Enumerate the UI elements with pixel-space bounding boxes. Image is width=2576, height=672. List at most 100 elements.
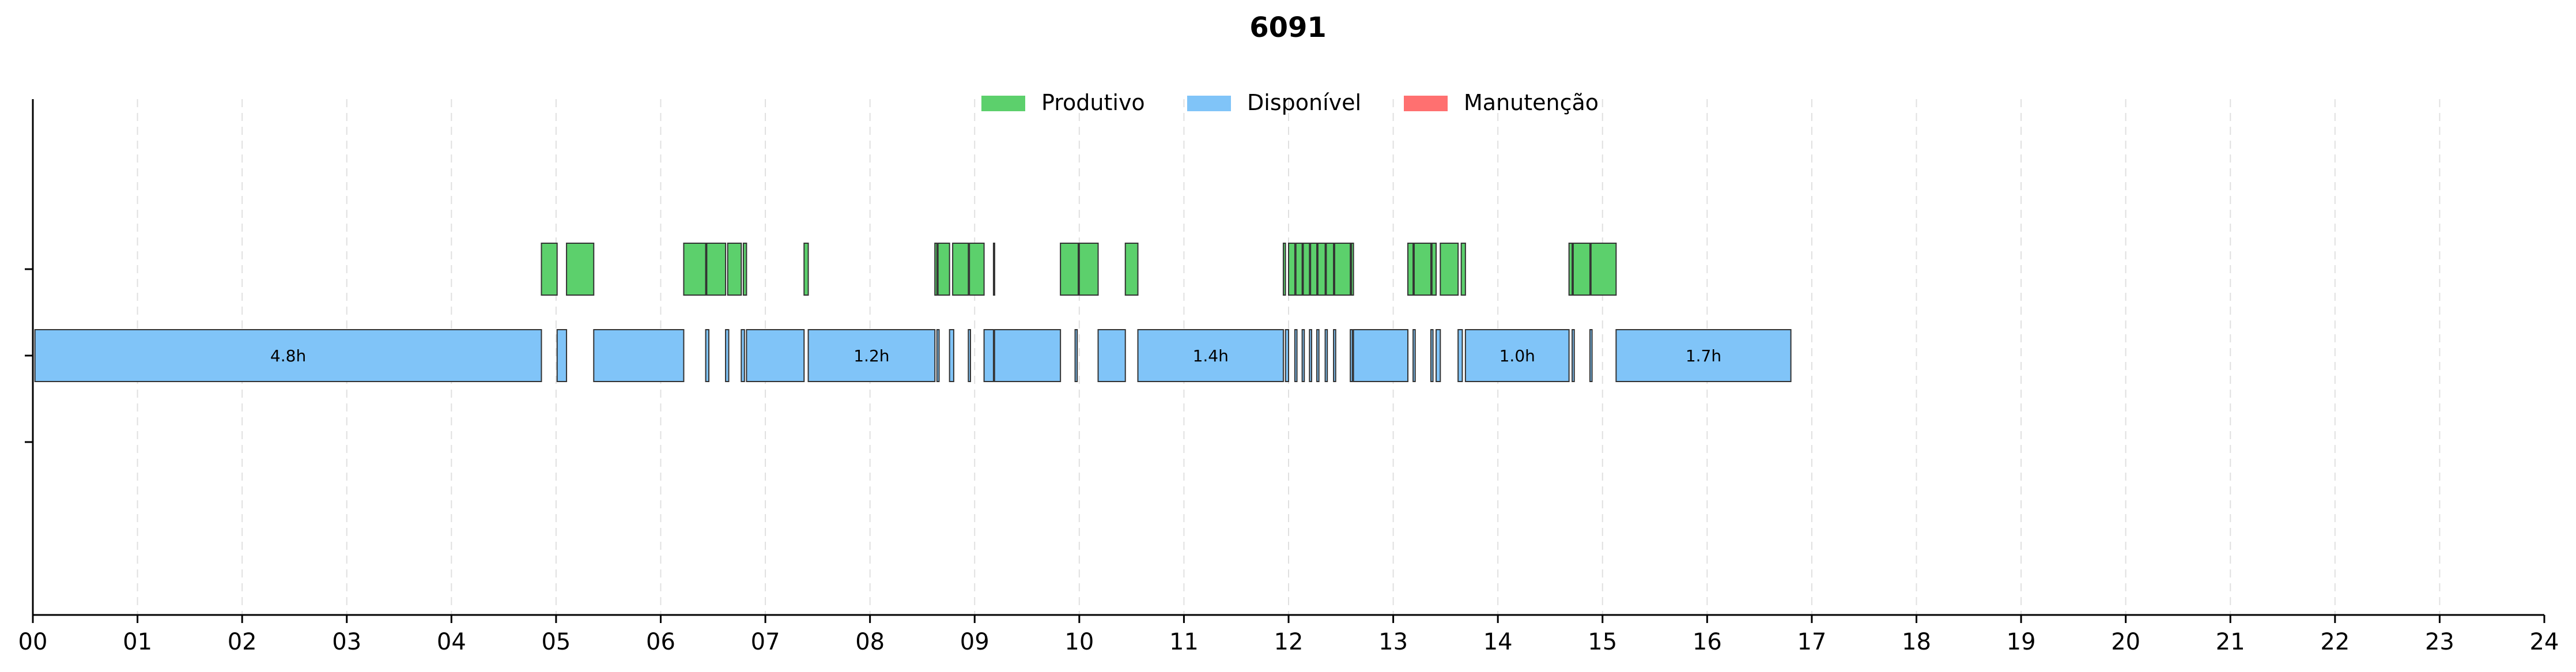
x-tick-label: 15 bbox=[1588, 629, 1617, 655]
bar bbox=[1288, 243, 1295, 296]
x-tick-label: 11 bbox=[1169, 629, 1199, 655]
chart-title: 6091 bbox=[1249, 12, 1327, 44]
bar bbox=[1324, 329, 1328, 382]
bar-label: 1.2h bbox=[853, 346, 889, 365]
bar bbox=[994, 329, 1062, 382]
bar bbox=[742, 243, 747, 296]
bar bbox=[1137, 329, 1284, 382]
bar bbox=[1078, 243, 1099, 296]
bar bbox=[1615, 329, 1792, 382]
bar bbox=[593, 329, 685, 382]
x-tick-label: 19 bbox=[2007, 629, 2036, 655]
bar bbox=[1589, 329, 1593, 382]
bar bbox=[1350, 329, 1353, 382]
bar bbox=[1460, 243, 1466, 296]
x-tick-label: 22 bbox=[2320, 629, 2350, 655]
bar-label: 1.4h bbox=[1193, 346, 1229, 365]
bar bbox=[969, 243, 985, 296]
bar bbox=[1325, 243, 1335, 296]
grid-lines bbox=[137, 99, 2441, 615]
bar bbox=[741, 329, 745, 382]
x-tick-label: 07 bbox=[751, 629, 780, 655]
bar bbox=[807, 329, 936, 382]
legend-swatch bbox=[1404, 96, 1448, 111]
bar bbox=[1572, 329, 1575, 382]
bar bbox=[1407, 243, 1414, 296]
bar bbox=[1309, 329, 1312, 382]
bar bbox=[1294, 329, 1298, 382]
bar bbox=[1333, 329, 1336, 382]
bar bbox=[1097, 329, 1126, 382]
x-axis-ticks: 00 01 02 03 04 05 06 07 08 09 10 11 12 13 14 15 16 17 18 19… bbox=[18, 615, 2559, 655]
x-tick-label: 01 bbox=[123, 629, 152, 655]
x-tick-label: 08 bbox=[855, 629, 885, 655]
legend-label: Produtivo bbox=[1041, 90, 1145, 115]
x-tick-label: 14 bbox=[1483, 629, 1513, 655]
bars bbox=[34, 243, 1792, 382]
bar bbox=[1413, 243, 1431, 296]
legend: Produtivo Disponível Manutenção bbox=[981, 90, 1599, 115]
bar bbox=[1282, 243, 1286, 296]
bar bbox=[1431, 243, 1437, 296]
x-tick-label: 09 bbox=[960, 629, 989, 655]
bar bbox=[556, 329, 568, 382]
x-tick-label: 20 bbox=[2111, 629, 2140, 655]
bar bbox=[1334, 243, 1351, 296]
bar-label: 1.7h bbox=[1686, 346, 1721, 365]
bar bbox=[1457, 329, 1463, 382]
x-tick-label: 18 bbox=[1902, 629, 1931, 655]
x-tick-label: 13 bbox=[1378, 629, 1408, 655]
legend-swatch bbox=[1187, 96, 1231, 111]
bar bbox=[803, 243, 809, 296]
bar bbox=[1568, 243, 1573, 296]
bar bbox=[1464, 329, 1570, 382]
bar bbox=[706, 243, 727, 296]
bar bbox=[1436, 329, 1441, 382]
bar bbox=[1074, 329, 1078, 382]
bar bbox=[983, 329, 994, 382]
bar bbox=[725, 329, 730, 382]
bar bbox=[1295, 243, 1303, 296]
x-tick-label: 02 bbox=[228, 629, 257, 655]
bar bbox=[1572, 243, 1591, 296]
x-tick-label: 24 bbox=[2530, 629, 2559, 655]
bar bbox=[1285, 329, 1289, 382]
bar bbox=[746, 329, 805, 382]
bar bbox=[1590, 243, 1617, 296]
bar bbox=[1310, 243, 1318, 296]
x-tick-label: 05 bbox=[541, 629, 571, 655]
bar-labels: 4.8h 1.2h 1.4h 1.0h 1.7h bbox=[270, 346, 1721, 365]
bar bbox=[968, 329, 971, 382]
bar bbox=[705, 329, 710, 382]
bar bbox=[1317, 243, 1326, 296]
bar bbox=[937, 243, 950, 296]
x-tick-label: 23 bbox=[2425, 629, 2454, 655]
x-tick-label: 03 bbox=[332, 629, 361, 655]
x-tick-label: 12 bbox=[1274, 629, 1304, 655]
bar bbox=[1301, 329, 1305, 382]
x-tick-label: 06 bbox=[646, 629, 675, 655]
bar bbox=[541, 243, 558, 296]
x-tick-label: 10 bbox=[1064, 629, 1094, 655]
bar bbox=[34, 329, 542, 382]
bar bbox=[1124, 243, 1139, 296]
bar bbox=[936, 329, 940, 382]
x-tick-label: 17 bbox=[1797, 629, 1826, 655]
legend-swatch bbox=[981, 96, 1025, 111]
bar bbox=[566, 243, 595, 296]
bar bbox=[992, 243, 995, 296]
bar bbox=[952, 243, 969, 296]
bar bbox=[1353, 329, 1409, 382]
bar bbox=[1060, 243, 1079, 296]
bar-label: 1.0h bbox=[1499, 346, 1535, 365]
bar bbox=[1302, 243, 1310, 296]
bar bbox=[1316, 329, 1320, 382]
x-tick-label: 21 bbox=[2216, 629, 2245, 655]
legend-label: Manutenção bbox=[1464, 90, 1599, 115]
bar bbox=[683, 243, 707, 296]
x-tick-label: 04 bbox=[437, 629, 466, 655]
bar-label: 4.8h bbox=[270, 346, 306, 365]
bar bbox=[949, 329, 954, 382]
